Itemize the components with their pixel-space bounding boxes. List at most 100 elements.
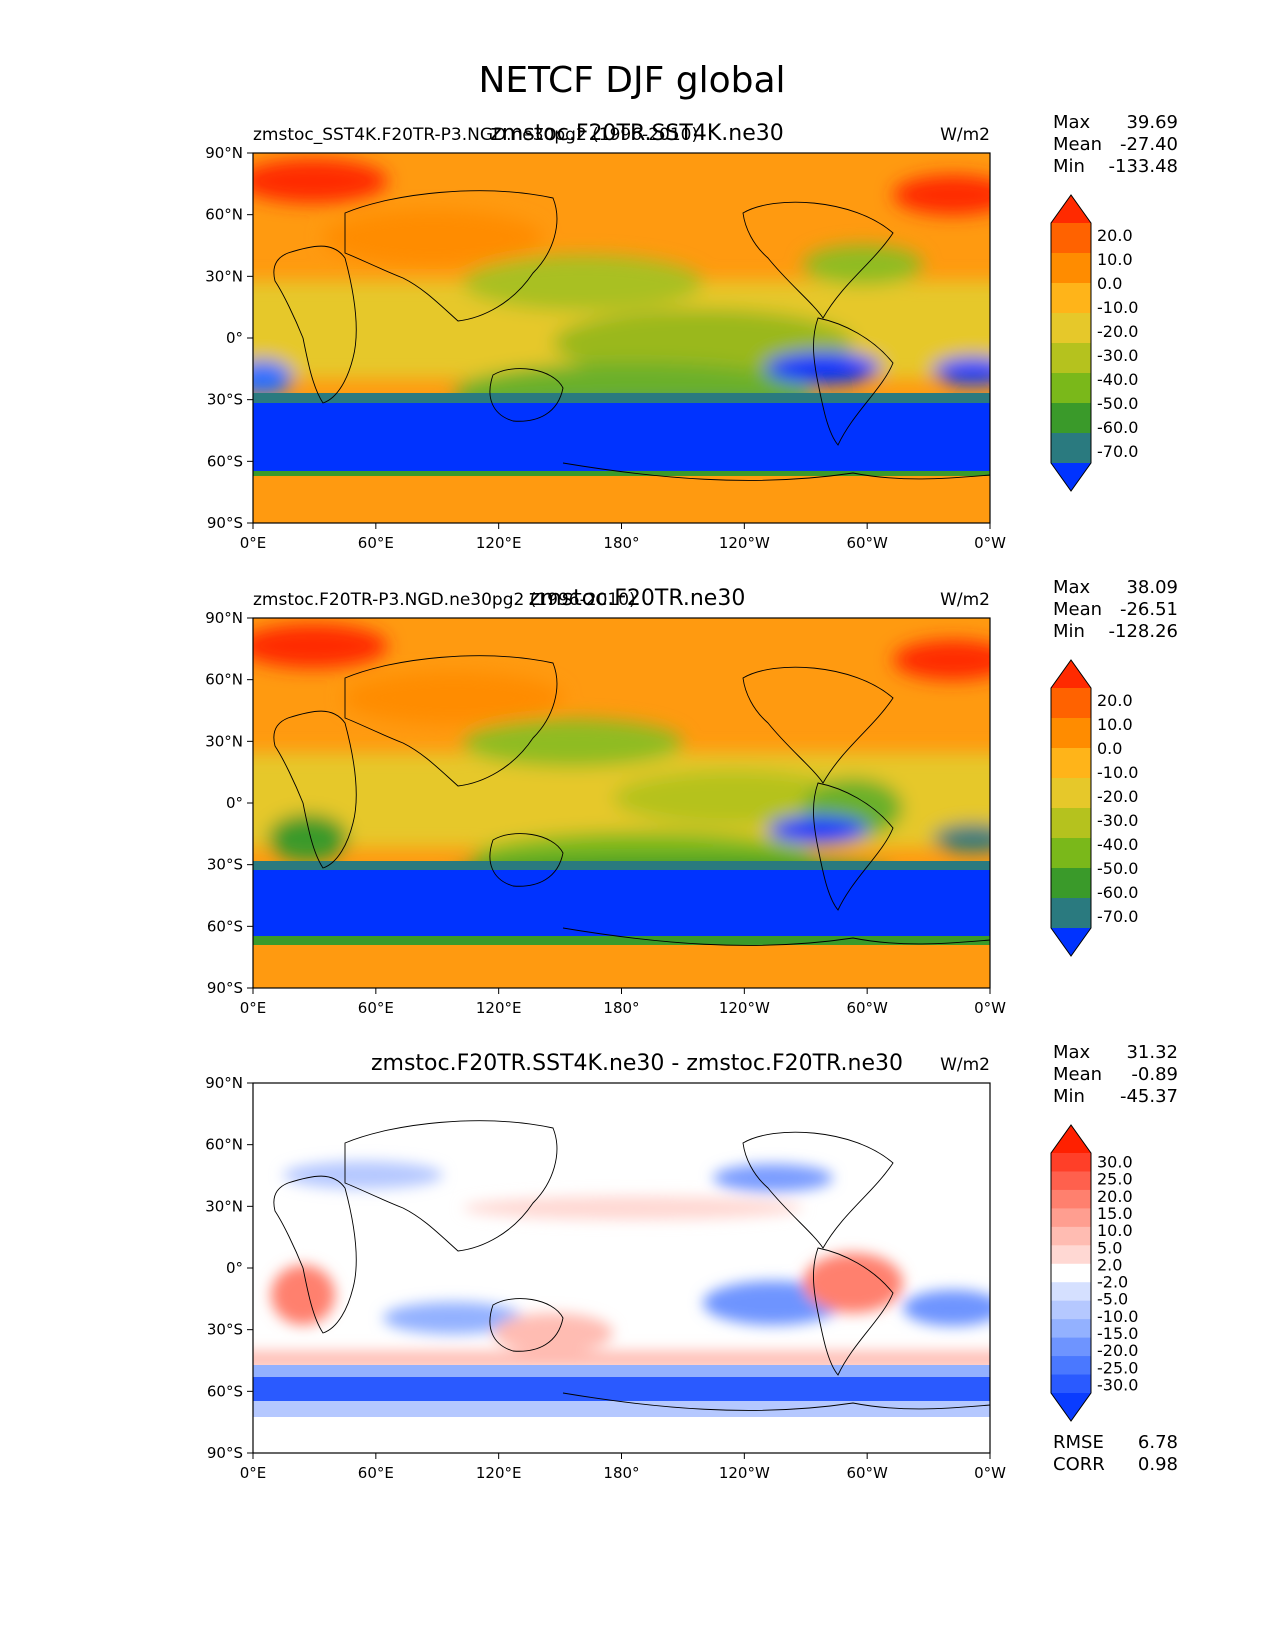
y-tick-label: 90°N [205,144,243,162]
anomaly-amazon-red [803,1253,903,1313]
panel-reference: zmstoc.F20TR-P3.NGD.ne30pg2 (1996-2010) … [205,577,1178,1017]
colorbar-extend-max [1051,660,1091,688]
colorbar-tick-label: -2.0 [1097,1273,1128,1292]
colorbar-segment [1051,778,1091,809]
stat-mean-label: Mean [1053,1064,1102,1085]
panel-units: W/m2 [940,1055,990,1075]
x-tick-label: 120°W [719,534,770,552]
panel-title: zmstoc.F20TR.SST4K.ne30 - zmstoc.F20TR.n… [371,1051,903,1076]
y-axis: 90°N 60°N 30°N 0° 30°S 60°S 90°S [205,1074,253,1462]
panel-title: zmstoc.F20TR.SST4K.ne30 [490,121,783,146]
x-tick-label: 0°W [974,534,1006,552]
zone-stratocumulus-atlantic [933,824,990,852]
stat-max-value: 39.69 [1126,112,1178,133]
x-tick-label: 60°W [846,999,888,1017]
colorbar-segment [1051,688,1091,719]
colorbar-extend-min [1051,1393,1091,1421]
colorbar-tick-label: 10.0 [1097,250,1133,269]
band-antarctic-orange [253,476,990,523]
colorbar-tick-label: -30.0 [1097,1375,1138,1394]
x-tick-label: 0°W [974,1464,1006,1482]
x-tick-label: 0°E [240,1464,267,1482]
stat-mean-value: -26.51 [1120,599,1178,620]
map-field [253,153,990,523]
zone-arctic-red-east [893,175,990,215]
panel-test: zmstoc_SST4K.F20TR-P3.NGD.ne30pg2 (1996-… [205,112,1178,552]
colorbar-segment [1051,718,1091,749]
colorbar-tick-label: -10.0 [1097,298,1138,317]
stat-min-label: Min [1053,156,1085,177]
y-tick-label: 60°N [205,1136,243,1154]
band-southern-ocean-green [253,936,990,946]
x-tick-label: 60°E [358,999,394,1017]
colorbar-extend-min [1051,928,1091,956]
colorbar-tick-label: -30.0 [1097,346,1138,365]
y-axis: 90°N 60°N 30°N 0° 30°S 60°S 90°S [205,609,253,997]
band-southern-ocean-blue [253,403,990,473]
stat-rmse-value: 6.78 [1138,1432,1178,1453]
y-tick-label: 30°N [205,1197,243,1215]
anomaly-atlantic-blue [903,1290,990,1326]
panel-title: zmstoc.F20TR.ne30 [529,586,746,611]
band-antarctic-lightblue [253,1401,990,1417]
colorbar-segment [1051,1282,1091,1302]
map-field [253,618,990,988]
stat-mean-value: -0.89 [1131,1064,1178,1085]
x-tick-label: 60°E [358,1464,394,1482]
y-tick-label: 0° [226,794,243,812]
x-tick-label: 180° [603,1464,639,1482]
colorbar-tick-label: 15.0 [1097,1204,1133,1223]
colorbar-segment [1051,1171,1091,1191]
x-tick-label: 120°E [476,999,522,1017]
y-tick-label: 30°S [207,391,243,409]
colorbar-segment [1051,223,1091,254]
figure-title: NETCF DJF global [478,60,785,101]
colorbar-tick-label: -60.0 [1097,883,1138,902]
zone-africa-green [268,814,348,862]
stat-max-label: Max [1053,112,1091,133]
colorbar-tick-label: 0.0 [1097,274,1122,293]
anomaly-australia-red [493,1313,613,1353]
colorbar-segment [1051,1208,1091,1228]
colorbar-tick-label: 30.0 [1097,1153,1133,1172]
x-tick-label: 120°W [719,999,770,1017]
stat-min-value: -128.26 [1109,621,1178,642]
stat-max-label: Max [1053,1042,1091,1063]
colorbar-tick-label: 10.0 [1097,1221,1133,1240]
x-tick-label: 60°W [846,1464,888,1482]
y-axis: 90°N 60°N 30°N 0° 30°S 60°S 90°S [205,144,253,532]
colorbar-outline [1050,659,1092,957]
band-southern-ocean-teal [253,393,990,405]
zone-arctic-red-west [253,624,388,668]
colorbar-segment [1051,1374,1091,1394]
colorbar-segment [1051,1263,1091,1283]
stat-mean-label: Mean [1053,134,1102,155]
colorbar-segment [1051,1319,1091,1339]
anomaly-indian-blue [383,1302,523,1334]
anomaly-northern-red [463,1196,803,1220]
colorbar-tick-label: -60.0 [1097,418,1138,437]
anomaly-europe-blue [283,1161,443,1189]
stats-block: Max 39.69 Mean -27.40 Min -133.48 [1053,112,1178,177]
x-tick-label: 60°E [358,534,394,552]
colorbar-tick-label: -50.0 [1097,859,1138,878]
colorbar-tick-label: 25.0 [1097,1170,1133,1189]
colorbar-extend-max [1051,195,1091,223]
stat-min-label: Min [1053,1086,1085,1107]
band-midlat-red [253,1351,990,1369]
colorbar-segment [1051,748,1091,779]
coastlines [273,190,990,481]
zone-stratocumulus-peru [765,352,881,384]
stat-max-value: 38.09 [1126,577,1178,598]
colorbar-segment [1051,868,1091,899]
y-tick-label: 30°N [205,732,243,750]
x-tick-label: 0°W [974,999,1006,1017]
colorbar-segment [1051,343,1091,374]
stats-block: Max 31.32 Mean -0.89 Min -45.37 RMSE 6.7… [1053,1042,1178,1475]
colorbar-tick-label: 20.0 [1097,226,1133,245]
stat-max-label: Max [1053,577,1091,598]
zone-stratocumulus-peru [768,816,868,844]
stat-mean-value: -27.40 [1120,134,1178,155]
zone-northpacific-green [463,255,703,311]
